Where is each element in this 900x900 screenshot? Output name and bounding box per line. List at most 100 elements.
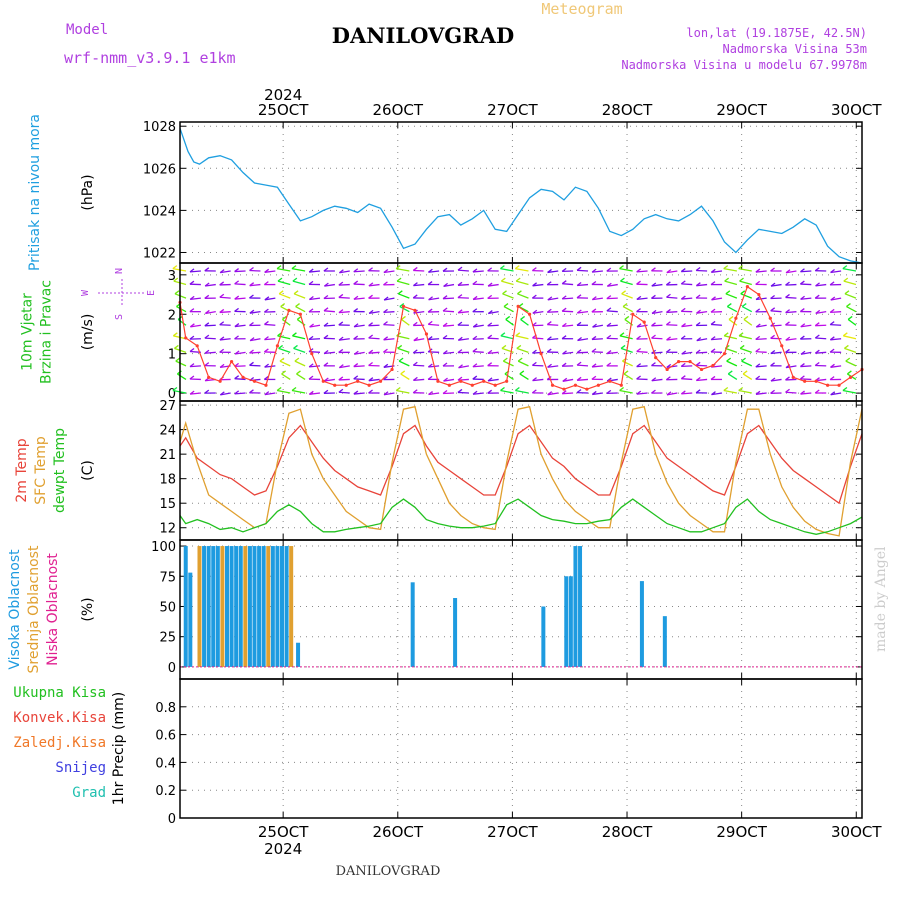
wind-barb <box>293 293 306 299</box>
wind-barb-head <box>323 322 329 327</box>
wind-barb-head <box>814 349 820 354</box>
wind-barb-head <box>755 308 761 313</box>
y-tick-label: 0.4 <box>155 756 176 771</box>
wind-speed-point <box>390 367 394 372</box>
wind-barb-head <box>561 322 567 327</box>
wind-barb-head <box>531 267 537 272</box>
product-label: Meteogram <box>541 0 622 18</box>
wind-barb-head <box>651 389 656 394</box>
wind-speed-point <box>757 292 761 297</box>
wind-barb <box>743 318 753 326</box>
wind-barb <box>800 365 812 368</box>
wind-barb-head <box>666 293 671 298</box>
wind-barb <box>338 311 350 314</box>
wind-barb-head <box>695 321 701 327</box>
footer-station: DANILOVGRAD <box>336 864 441 879</box>
wind-barb <box>577 364 589 367</box>
wind-barb <box>843 335 857 340</box>
wind-barb-head <box>472 335 478 340</box>
wind-barb <box>353 392 365 395</box>
wind-speed-point <box>367 383 371 387</box>
series-line-pressure <box>179 128 863 264</box>
wind-barb-head <box>234 335 239 340</box>
wind-barb-head <box>576 281 582 287</box>
y-tick-label: 0.8 <box>155 701 176 716</box>
wind-speed-point <box>768 316 772 320</box>
wind-barb-head <box>814 294 820 299</box>
wind-barb <box>443 324 455 327</box>
wind-barb <box>800 324 812 328</box>
wind-barb <box>800 351 812 355</box>
wind-barb <box>739 280 752 286</box>
wind-barb-head <box>401 315 406 320</box>
wind-barb <box>398 360 410 367</box>
wind-barb-head <box>353 308 359 313</box>
wind-barb-head <box>755 323 761 328</box>
wind-speed-point <box>207 375 211 379</box>
wind-barb <box>515 335 529 340</box>
wind-barb-head <box>800 268 805 273</box>
wind-barb <box>845 360 857 367</box>
wind-barb <box>619 267 633 272</box>
wind-barb <box>696 338 708 342</box>
wind-barb-head <box>843 277 849 282</box>
wind-barb <box>562 297 574 300</box>
wind-speed-point <box>241 375 245 379</box>
wind-barb <box>291 389 306 394</box>
wind-barb-head <box>368 294 373 299</box>
wind-barb-head <box>282 315 287 320</box>
wind-barb-head <box>189 268 195 273</box>
wind-barb <box>309 324 321 328</box>
wind-barb-head <box>710 308 716 313</box>
wind-barb <box>219 338 231 341</box>
precip-legend-item: Konvek.Kisa <box>13 710 106 726</box>
panel-unit-cloud: (%) <box>80 597 96 621</box>
wind-barb <box>577 311 589 314</box>
wind-barb <box>401 318 410 326</box>
wind-barb-head <box>278 344 284 349</box>
wind-barb-head <box>830 268 835 274</box>
wind-barb-head <box>770 294 775 300</box>
wind-barb-head <box>368 389 373 394</box>
wind-barb <box>577 269 589 272</box>
wind-barb <box>651 351 663 354</box>
wind-barb <box>383 338 395 341</box>
wind-barb-head <box>785 388 790 393</box>
wind-barb-head <box>368 309 374 314</box>
wind-barb <box>666 338 678 341</box>
wind-barb-head <box>799 280 805 285</box>
wind-barb-head <box>234 350 240 355</box>
wind-barb <box>190 324 201 328</box>
wind-barb <box>592 392 603 396</box>
wind-barb-head <box>591 268 597 273</box>
wind-barb-head <box>710 336 716 341</box>
wind-barb-head <box>309 323 314 328</box>
wind-barb <box>846 305 857 313</box>
wind-barb-head <box>308 390 314 395</box>
wind-barb <box>503 305 514 313</box>
panel-label-pressure: Pritisak na nivou mora <box>27 114 43 271</box>
wind-barb <box>606 324 618 327</box>
wind-barb-head <box>576 376 582 381</box>
wind-barb-head <box>338 388 344 393</box>
wind-barb-head <box>799 308 805 313</box>
wind-barb <box>204 337 216 340</box>
cloud-bar <box>261 546 266 667</box>
wind-barb-head <box>173 277 179 282</box>
wind-barb <box>397 347 410 353</box>
wind-barb <box>740 293 753 299</box>
wind-barb-head <box>723 332 729 337</box>
wind-barb <box>770 324 782 327</box>
wind-barb-head <box>577 336 582 341</box>
wind-barb-head <box>503 303 509 308</box>
wind-barb-head <box>591 280 597 285</box>
wind-barb <box>651 378 663 382</box>
wind-barb-head <box>174 344 179 349</box>
wind-barb-head <box>814 361 820 367</box>
wind-barb <box>293 347 306 353</box>
compass-label: E <box>146 290 157 296</box>
wind-barb <box>607 283 618 287</box>
wind-barb-head <box>412 349 418 354</box>
wind-barb-head <box>189 347 195 352</box>
wind-barb-head <box>606 389 612 394</box>
